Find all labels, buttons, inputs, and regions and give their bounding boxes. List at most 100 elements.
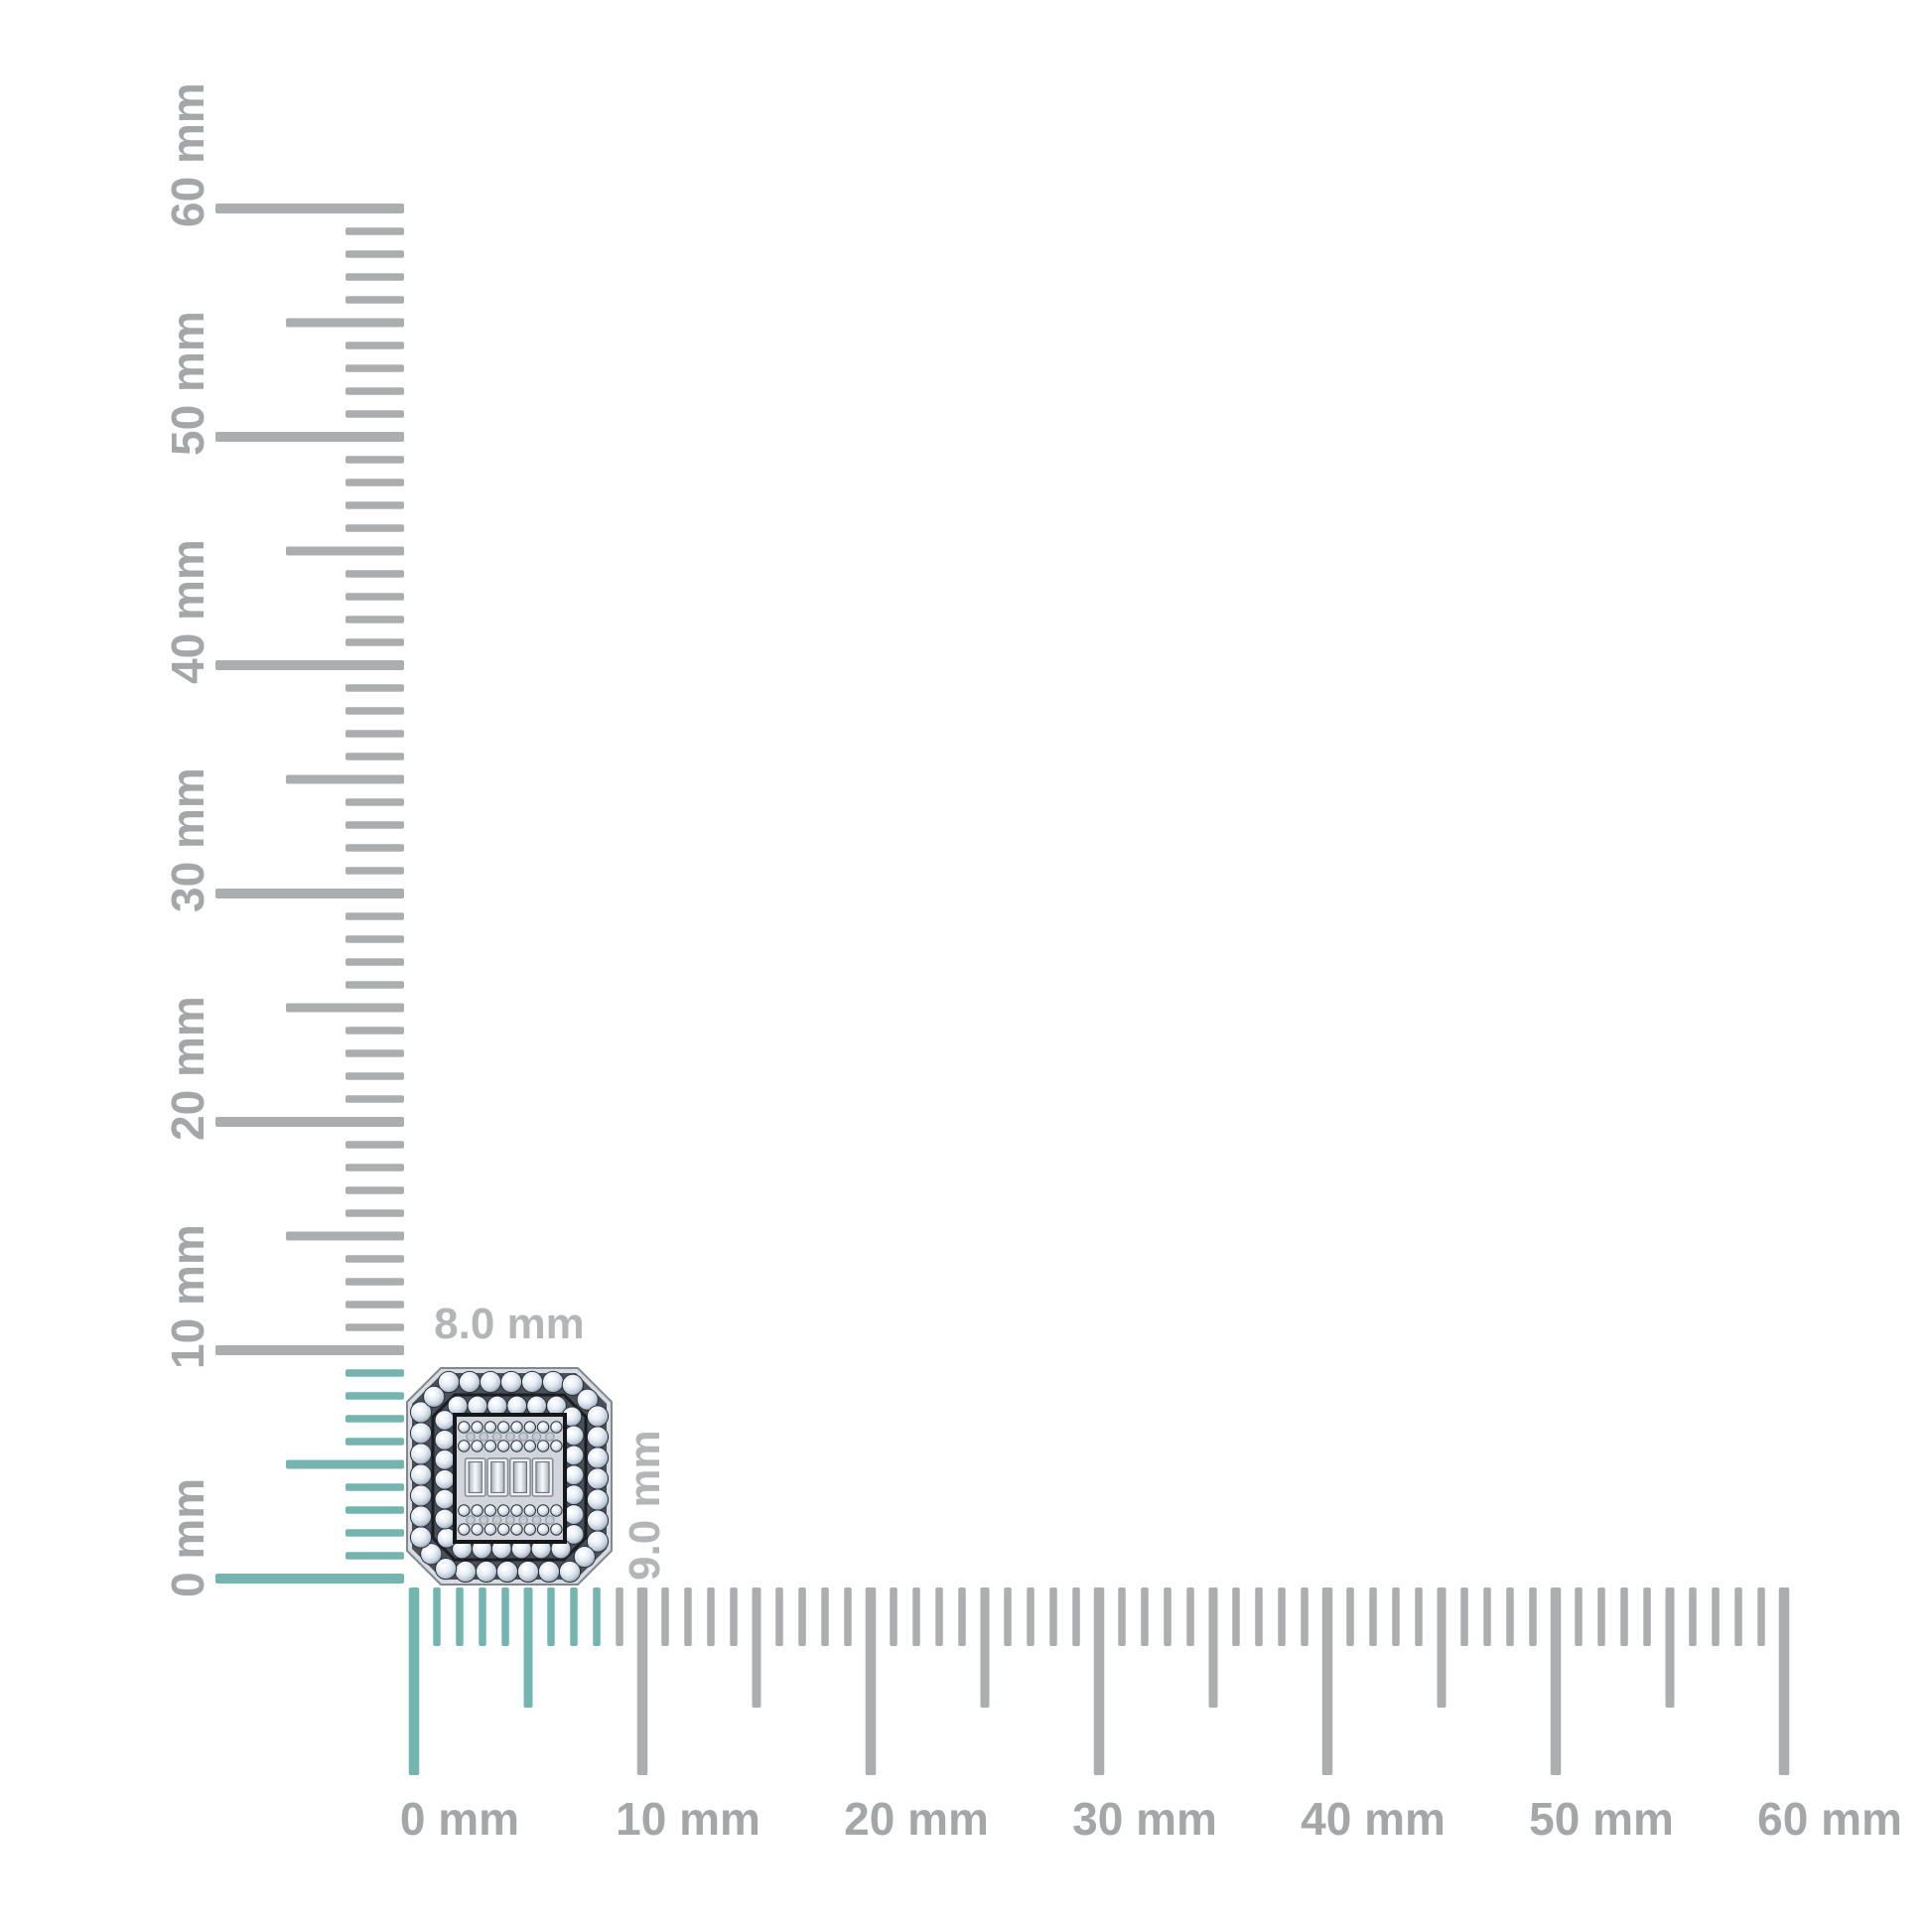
item-step-frame xyxy=(431,1393,588,1562)
stone-sparkle xyxy=(568,1430,574,1436)
stone-sparkle xyxy=(460,1424,465,1428)
h-tick-43mm xyxy=(1392,1587,1400,1646)
halo-stone xyxy=(586,1530,610,1553)
halo-stone xyxy=(409,1422,433,1445)
baguette-row xyxy=(464,1457,554,1497)
halo-stone xyxy=(434,1430,456,1450)
halo-stone xyxy=(563,1464,585,1486)
v-tick-6mm xyxy=(345,1438,404,1446)
baguette-stone xyxy=(468,1461,483,1493)
halo-stone xyxy=(563,1425,585,1447)
stone-sparkle xyxy=(568,1528,574,1534)
plate-pave-stone xyxy=(536,1440,550,1452)
h-tick-55mm xyxy=(1665,1587,1675,1708)
h-tick-36mm xyxy=(1232,1587,1240,1646)
v-tick-57mm xyxy=(345,273,404,281)
stone-sparkle xyxy=(592,1431,598,1437)
v-tick-54mm xyxy=(345,342,404,349)
stone-sparkle xyxy=(460,1526,465,1530)
h-tick-9mm xyxy=(616,1587,623,1646)
stone-sparkle xyxy=(472,1400,478,1406)
plate-pave-stone xyxy=(550,1421,563,1434)
stone-sparkle xyxy=(568,1508,574,1514)
v-tick-34mm xyxy=(345,798,404,806)
v-tick-10mm xyxy=(215,1345,404,1355)
h-tick-33mm xyxy=(1164,1587,1172,1646)
v-tick-43mm xyxy=(345,593,404,601)
h-tick-41mm xyxy=(1346,1587,1354,1646)
plate-pave-stone xyxy=(483,1504,497,1517)
v-tick-60mm xyxy=(215,204,404,213)
h-tick-25mm xyxy=(980,1587,990,1708)
plate-pave-stone xyxy=(497,1504,510,1517)
halo-stone xyxy=(409,1401,433,1424)
plate-pave-stone xyxy=(471,1504,483,1517)
v-tick-19mm xyxy=(345,1141,404,1149)
h-tick-38mm xyxy=(1278,1587,1286,1646)
stone-sparkle xyxy=(499,1526,504,1530)
stone-sparkle xyxy=(567,1378,573,1384)
h-tick-16mm xyxy=(775,1587,783,1646)
bead-hole xyxy=(531,1432,542,1442)
stone-sparkle xyxy=(474,1443,478,1447)
v-label-20mm: 20 mm xyxy=(162,996,213,1141)
v-tick-16mm xyxy=(345,1209,404,1217)
stone-sparkle xyxy=(513,1443,517,1447)
v-tick-50mm xyxy=(215,432,404,442)
plate-pave-stone xyxy=(483,1421,497,1434)
center-plate-stones xyxy=(458,1421,563,1536)
stone-sparkle xyxy=(464,1375,470,1382)
h-tick-17mm xyxy=(798,1587,806,1646)
plate-pave-stone xyxy=(458,1523,471,1536)
v-tick-0mm xyxy=(215,1574,404,1584)
bead-hole xyxy=(518,1515,529,1525)
halo-stone xyxy=(486,1395,508,1417)
h-tick-34mm xyxy=(1186,1587,1194,1646)
halo-stone xyxy=(434,1468,456,1490)
v-label-10mm: 10 mm xyxy=(162,1224,213,1369)
stone-sparkle xyxy=(592,1410,598,1416)
stone-sparkle xyxy=(579,1551,585,1557)
stone-sparkle xyxy=(460,1507,465,1511)
halo-stone xyxy=(586,1509,610,1532)
stone-sparkle xyxy=(568,1449,574,1454)
h-tick-10mm xyxy=(636,1587,648,1775)
h-tick-58mm xyxy=(1734,1587,1742,1646)
stone-sparkle xyxy=(439,1513,445,1519)
stone-sparkle xyxy=(539,1424,543,1428)
v-tick-2mm xyxy=(345,1529,404,1537)
plate-pave-stone xyxy=(510,1440,523,1452)
stone-sparkle xyxy=(539,1443,543,1447)
v-tick-20mm xyxy=(215,1117,404,1127)
stone-sparkle xyxy=(564,1565,570,1572)
h-label-30mm: 30 mm xyxy=(1072,1793,1217,1845)
stone-sparkle xyxy=(501,1565,507,1572)
stone-sparkle xyxy=(477,1543,482,1549)
v-label-0mm: 0 mm xyxy=(162,1478,213,1597)
plate-pave-stone xyxy=(523,1504,536,1517)
bead-hole xyxy=(479,1515,489,1525)
h-tick-49mm xyxy=(1529,1587,1537,1646)
h-label-40mm: 40 mm xyxy=(1301,1793,1446,1845)
bead-hole xyxy=(531,1515,542,1525)
stone-sparkle xyxy=(439,1473,445,1479)
plate-pave-stone xyxy=(497,1440,510,1452)
bead-hole xyxy=(491,1515,502,1525)
h-tick-39mm xyxy=(1301,1587,1309,1646)
v-tick-55mm xyxy=(286,318,404,328)
v-tick-44mm xyxy=(345,570,404,578)
stone-sparkle xyxy=(415,1489,421,1495)
plate-pave-stone xyxy=(510,1523,523,1536)
v-label-40mm: 40 mm xyxy=(162,539,213,684)
bead-hole xyxy=(544,1515,555,1525)
v-tick-11mm xyxy=(345,1323,404,1331)
plate-pave-stone xyxy=(523,1440,536,1452)
stone-sparkle xyxy=(415,1448,421,1453)
h-tick-2mm xyxy=(456,1587,464,1646)
v-tick-38mm xyxy=(345,707,404,715)
h-tick-37mm xyxy=(1255,1587,1263,1646)
h-tick-48mm xyxy=(1506,1587,1514,1646)
plate-pave-stone xyxy=(483,1523,497,1536)
halo-stone xyxy=(409,1505,433,1528)
item-height-label: 9.0 mm xyxy=(621,1430,669,1581)
